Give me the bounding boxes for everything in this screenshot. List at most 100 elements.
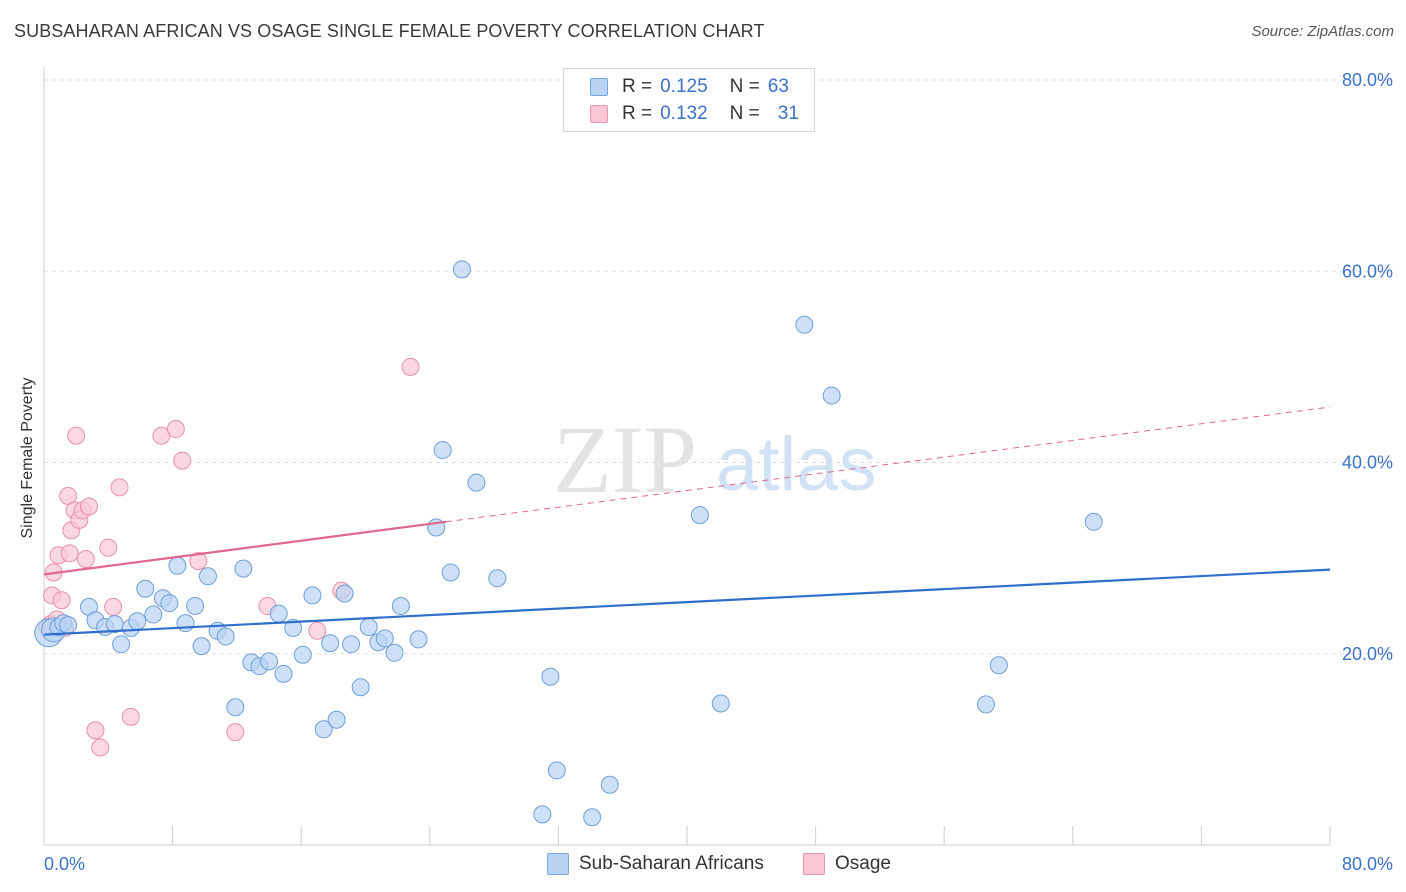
sub-saharan-point: [976, 695, 995, 714]
legend-row-osage: R = 0.132 N = 31: [590, 102, 799, 126]
y-tick-label: 80.0%: [1342, 70, 1393, 90]
osage-point: [121, 707, 140, 726]
legend: R = 0.125 N = 63 R = 0.132 N = 31: [563, 68, 815, 132]
sub-saharan-point: [234, 559, 253, 578]
sub-saharan-trend-line: [43, 568, 1331, 636]
sub-saharan-point: [359, 617, 378, 636]
sub-saharan-point: [795, 315, 814, 334]
sub-saharan-point: [391, 596, 410, 615]
watermark: ZIP atlas: [553, 406, 877, 513]
sub-saharan-point: [314, 720, 333, 739]
bottom-legend-label-osage: Osage: [835, 853, 891, 874]
source-label: Source: ZipAtlas.com: [1251, 23, 1394, 40]
sub-saharan-point: [441, 563, 460, 582]
sub-saharan-point: [59, 616, 78, 635]
legend-n-label: N =: [729, 76, 760, 97]
sub-saharan-point: [335, 584, 354, 603]
sub-saharan-point: [168, 556, 187, 575]
sub-saharan-point: [274, 664, 293, 683]
osage-point: [226, 723, 245, 742]
sub-saharan-point: [822, 386, 841, 405]
sub-saharan-point: [284, 618, 303, 637]
bottom-legend-swatch-pink: [803, 853, 825, 875]
sub-saharan-point: [321, 634, 340, 653]
sub-saharan-point: [260, 652, 279, 671]
legend-swatch-blue: [590, 78, 608, 96]
sub-saharan-point: [186, 596, 205, 615]
sub-saharan-point: [433, 441, 452, 460]
sub-saharan-point: [303, 586, 322, 605]
sub-saharan-point: [226, 698, 245, 717]
osage-point: [60, 544, 79, 563]
sub-saharan-point: [192, 637, 211, 656]
osage-point: [80, 497, 99, 516]
y-tick-label: 40.0%: [1342, 453, 1393, 473]
legend-n-value: 31: [777, 103, 799, 124]
sub-saharan-point: [342, 635, 361, 654]
sub-saharan-point: [533, 805, 552, 824]
osage-point: [52, 591, 71, 610]
sub-saharan-point: [690, 506, 709, 525]
legend-r-value: 0.125: [660, 76, 708, 97]
sub-saharan-point: [136, 579, 155, 598]
sub-saharan-point: [385, 643, 404, 662]
bottom-legend-swatch-blue: [547, 853, 569, 875]
osage-point: [99, 538, 118, 557]
osage-points: [38, 357, 420, 757]
legend-r-label: R =: [622, 76, 653, 97]
y-tick-label: 20.0%: [1342, 644, 1393, 664]
sub-saharan-point: [409, 630, 428, 649]
sub-saharan-point: [160, 594, 179, 613]
legend-n-label: N =: [729, 103, 760, 124]
osage-point: [173, 451, 192, 470]
osage-trend-line-extension: [445, 406, 1331, 523]
sub-saharan-point: [351, 678, 370, 697]
sub-saharan-point: [269, 604, 288, 623]
bottom-legend-sub-saharan: Sub-Saharan Africans: [547, 851, 764, 877]
sub-saharan-point: [711, 694, 730, 713]
sub-saharan-point: [375, 629, 394, 648]
sub-saharan-point: [176, 614, 195, 633]
sub-saharan-point: [198, 567, 217, 586]
chart-title: SUBSAHARAN AFRICAN VS OSAGE SINGLE FEMAL…: [14, 21, 765, 41]
sub-saharan-point: [488, 569, 507, 588]
legend-swatch-pink: [590, 105, 608, 123]
osage-point: [76, 550, 95, 569]
osage-point: [104, 597, 123, 616]
sub-saharan-point: [327, 710, 346, 729]
x-tick-label-min: 0.0%: [44, 854, 85, 874]
osage-point: [401, 357, 420, 376]
osage-trend-line: [43, 520, 447, 576]
tick-labels: 20.0% 40.0% 60.0% 80.0% 0.0% 80.0%: [44, 70, 1393, 874]
watermark-zip: ZIP: [553, 406, 697, 513]
y-tick-label: 60.0%: [1342, 261, 1393, 281]
legend-r-label: R =: [622, 103, 653, 124]
axes: [43, 67, 1331, 846]
osage-point: [67, 426, 86, 445]
sub-saharan-points: [34, 260, 1103, 827]
trend-lines: [43, 406, 1331, 636]
sub-saharan-point: [128, 612, 147, 631]
sub-saharan-point: [452, 260, 471, 279]
sub-saharan-point: [583, 808, 602, 827]
osage-point: [189, 551, 208, 570]
legend-r-value: 0.132: [660, 103, 708, 124]
bottom-legend-osage: Osage: [803, 851, 891, 877]
sub-saharan-point: [467, 473, 486, 492]
sub-saharan-point: [112, 635, 131, 654]
osage-point: [91, 738, 110, 757]
sub-saharan-point: [541, 667, 560, 686]
osage-point: [86, 721, 105, 740]
sub-saharan-point: [989, 656, 1008, 675]
sub-saharan-point: [293, 645, 312, 664]
osage-point: [166, 420, 185, 439]
legend-n-value: 63: [767, 76, 789, 97]
sub-saharan-point: [1084, 512, 1103, 531]
watermark-atlas: atlas: [716, 422, 877, 507]
sub-saharan-point: [547, 761, 566, 780]
osage-point: [308, 621, 327, 640]
sub-saharan-point: [600, 775, 619, 794]
sub-saharan-point: [144, 605, 163, 624]
legend-row-sub-saharan: R = 0.125 N = 63: [590, 75, 789, 99]
